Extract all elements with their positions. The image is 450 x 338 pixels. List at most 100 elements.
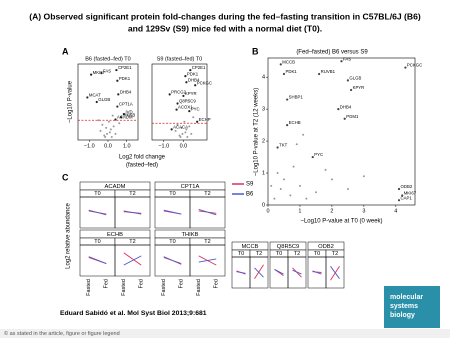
x-axis-label: (fasted–fed) [126, 163, 158, 169]
x-category-label: Fasted [86, 279, 92, 296]
series-line [88, 209, 107, 216]
point [404, 66, 407, 69]
plot-title: S9 (fasted–fed) T0 [157, 56, 202, 62]
point-label: SHBP1 [289, 95, 304, 100]
point [184, 131, 187, 134]
title-line: (A) Observed significant protein fold-ch… [29, 11, 421, 21]
group-label: T2 [294, 251, 300, 257]
point [118, 122, 121, 125]
point [346, 188, 349, 191]
point [188, 110, 191, 113]
point-label: PDK1 [187, 71, 199, 76]
legend-label: S9 [246, 182, 254, 188]
group-label: T0 [94, 191, 100, 197]
point-label: GLGB [349, 76, 361, 81]
series-line [123, 252, 142, 266]
point [196, 120, 199, 123]
series-line [123, 210, 142, 215]
point [108, 131, 111, 134]
legend-label: B6 [246, 192, 254, 198]
x-category-label: Fed [104, 279, 110, 288]
point-label: PYC [314, 152, 323, 157]
journal-logo [384, 286, 440, 328]
point [270, 184, 273, 187]
point [178, 134, 181, 137]
point [100, 72, 103, 75]
point [101, 123, 104, 126]
point-label: ACACA [173, 125, 188, 130]
x-tick-label: 1 [298, 208, 301, 214]
point [188, 125, 191, 128]
plot-frame [287, 256, 307, 289]
group-label: T2 [204, 239, 210, 245]
point-label: MKI67 [93, 70, 106, 75]
plot-title: CPT1A [181, 184, 200, 190]
x-category-label: Fasted [196, 279, 202, 296]
point-label: PGM1 [346, 114, 359, 119]
point-label: RUVB1 [321, 69, 336, 74]
group-label: T0 [238, 251, 244, 257]
point [103, 134, 106, 137]
point [311, 155, 314, 159]
point [292, 165, 295, 168]
point [337, 108, 340, 111]
point [174, 129, 177, 132]
point [286, 124, 289, 127]
logo-text: molecular [390, 294, 423, 301]
series-line [198, 208, 217, 216]
point-label: ODB2 [401, 184, 413, 189]
point-label: FAS [343, 56, 351, 61]
series-line [254, 264, 264, 279]
series-line [330, 266, 340, 279]
x-category-label: Fed [214, 279, 220, 288]
plot-frame [189, 244, 226, 277]
point [115, 68, 118, 72]
point [190, 132, 193, 135]
point [107, 120, 110, 123]
point [189, 68, 192, 72]
point [110, 135, 113, 138]
point [192, 116, 195, 119]
point-label: DHB4 [340, 104, 352, 109]
x-tick-label: 1.0 [123, 143, 131, 149]
series-line [163, 256, 182, 265]
plot-title: ECHB [107, 232, 123, 238]
point [318, 72, 321, 76]
point [182, 94, 185, 98]
plot-frame [267, 57, 416, 206]
point-label: ACADM [117, 115, 133, 120]
point [176, 102, 179, 105]
group-label: T2 [332, 251, 338, 257]
point [86, 96, 89, 99]
plot-frame [114, 196, 151, 229]
point [185, 128, 188, 131]
point-label: MCAT [89, 93, 101, 98]
series-line [274, 269, 284, 275]
y-axis-label: Log2 relative abundance [66, 202, 72, 268]
y-axis-label: −Log10 P-value [68, 80, 74, 123]
point [289, 194, 292, 197]
point [104, 135, 107, 138]
group-label: T0 [94, 239, 100, 245]
point [90, 73, 93, 76]
point [99, 129, 102, 132]
point [324, 168, 327, 171]
logo-text: biology [390, 312, 415, 319]
point [105, 126, 108, 129]
point [181, 132, 184, 135]
point-label: PYC [191, 106, 200, 111]
point [314, 191, 317, 194]
footer-bar [0, 329, 450, 338]
point [106, 132, 109, 135]
x-tick-label: 0.0 [104, 143, 112, 149]
plot-frame [114, 244, 151, 277]
point [330, 178, 333, 181]
point [180, 126, 183, 129]
y-tick-label: 3 [262, 107, 265, 113]
x-axis-label: −Log10 P-value at T0 (0 week) [300, 219, 382, 225]
point-label: CPT1A [119, 102, 133, 107]
point [114, 118, 117, 121]
point [340, 60, 343, 63]
point [116, 105, 119, 108]
